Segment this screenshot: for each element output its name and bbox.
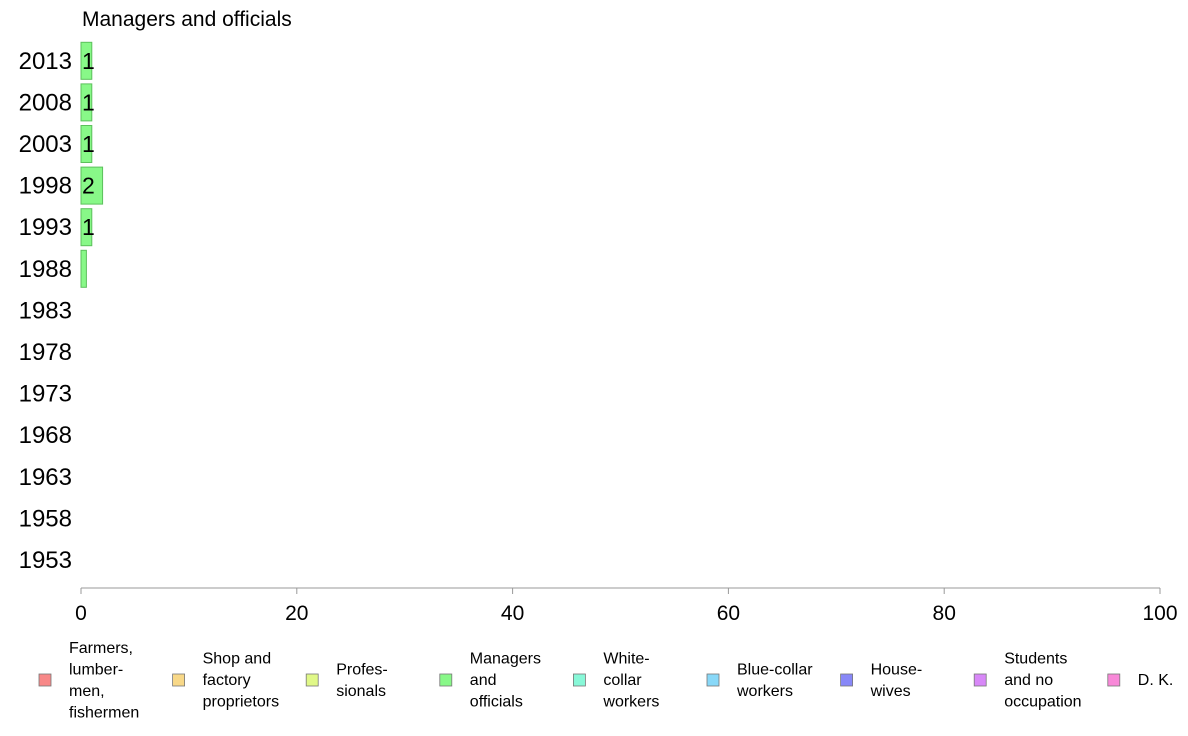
legend-label-line: Shop and xyxy=(203,651,272,668)
bar xyxy=(80,249,87,288)
legend-label-line: House- xyxy=(871,661,923,678)
legend-label-line: and xyxy=(470,672,497,689)
y-axis-ticks: 2013 2008 2003 1998 1993 1988 1983 1978 1973 1968… xyxy=(19,48,72,574)
legend-label-line: fishermen xyxy=(69,704,139,721)
legend-label-line: officials xyxy=(470,694,523,711)
x-tick-label: 80 xyxy=(933,602,956,625)
chart-title: Managers and officials xyxy=(82,8,292,31)
legend-label-line: White- xyxy=(603,651,649,668)
legend-label: Students and no occupation xyxy=(1004,651,1081,711)
y-tick-label: 1988 xyxy=(19,256,72,283)
legend-label-line: Farmers, xyxy=(69,640,133,657)
legend-label-line: Managers xyxy=(470,651,541,668)
legend-label-line: occupation xyxy=(1004,694,1081,711)
x-tick-label: 20 xyxy=(285,602,308,625)
legend-label-line: D. K. xyxy=(1138,672,1174,689)
legend: Farmers, lumber-men, fishermen Shop and fact… xyxy=(38,640,1174,722)
y-tick-label: 2013 xyxy=(19,48,72,75)
y-tick-label: 1953 xyxy=(19,547,72,574)
data-label: 1 xyxy=(82,214,95,240)
y-tick-label: 2003 xyxy=(19,131,72,158)
legend-label: House-wives xyxy=(870,661,923,700)
legend-label-line: collar xyxy=(603,672,642,689)
bar xyxy=(80,41,93,80)
bar xyxy=(80,125,93,163)
y-tick-label: 1958 xyxy=(19,505,72,532)
legend-label-line: lumber- xyxy=(69,661,123,678)
legend-swatch xyxy=(706,673,720,687)
y-tick-label: 1983 xyxy=(19,297,72,324)
legend-label-line: Profes- xyxy=(336,661,388,678)
legend-label-line: men, xyxy=(69,683,105,700)
legend-label-line: workers xyxy=(736,683,793,700)
legend-label: Profes-sionals xyxy=(336,661,388,700)
bar xyxy=(80,166,104,205)
bars-group: 1 1 1 2 1 xyxy=(80,41,104,288)
legend-swatch xyxy=(1107,673,1121,687)
data-label: 1 xyxy=(82,89,95,115)
legend-swatch xyxy=(172,673,186,687)
legend-swatch xyxy=(573,673,586,687)
legend-label-line: sionals xyxy=(336,683,386,700)
legend-swatch xyxy=(305,673,319,687)
legend-label-line: wives xyxy=(870,683,911,700)
bar xyxy=(80,208,93,247)
legend-label-line: factory xyxy=(203,672,251,689)
x-tick-label: 0 xyxy=(75,602,87,625)
y-tick-label: 2008 xyxy=(19,89,72,116)
data-label: 1 xyxy=(82,48,95,74)
y-tick-label: 1968 xyxy=(19,422,72,449)
x-tick-label: 60 xyxy=(717,602,740,625)
legend-label-line: and no xyxy=(1004,672,1053,689)
legend-label-line: Students xyxy=(1004,651,1067,668)
x-tick-label: 40 xyxy=(501,602,524,625)
legend-swatch xyxy=(973,673,987,687)
bar xyxy=(80,83,93,122)
y-tick-label: 1973 xyxy=(19,381,72,408)
y-tick-label: 1998 xyxy=(19,173,72,200)
x-axis: 0 20 40 60 80 100 xyxy=(75,587,1178,625)
data-label: 1 xyxy=(82,131,95,157)
legend-label: Blue-collar workers xyxy=(736,661,813,700)
legend-label: Farmers, lumber-men, fishermen xyxy=(69,640,139,722)
y-tick-label: 1993 xyxy=(19,214,72,241)
legend-label-line: workers xyxy=(602,694,659,711)
legend-label-line: proprietors xyxy=(203,694,279,711)
legend-label: D. K. xyxy=(1138,672,1174,689)
legend-label: White-collar workers xyxy=(602,651,659,711)
x-tick-label: 100 xyxy=(1142,602,1177,625)
y-tick-label: 1978 xyxy=(19,339,72,366)
y-tick-label: 1963 xyxy=(19,464,72,491)
data-label: 2 xyxy=(82,173,95,199)
legend-swatch xyxy=(38,673,52,687)
legend-label: Managers and officials xyxy=(470,651,541,711)
legend-swatch xyxy=(439,673,453,687)
legend-swatch xyxy=(840,673,853,687)
legend-label-line: Blue-collar xyxy=(737,661,813,678)
legend-label: Shop and factory proprietors xyxy=(203,651,279,711)
